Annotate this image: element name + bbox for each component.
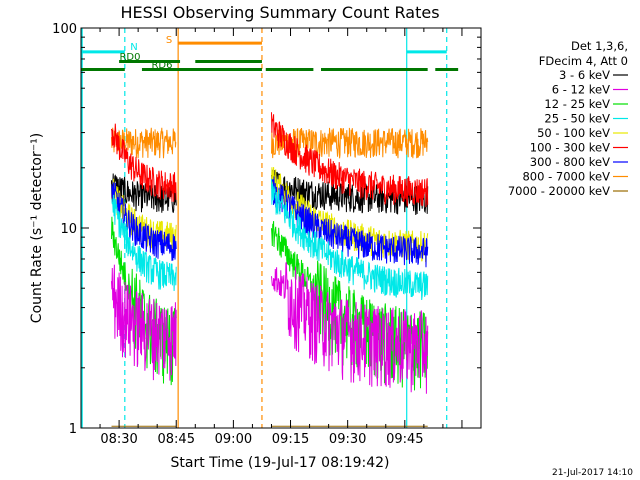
x-tick-label-0930: 09:30 — [329, 432, 366, 447]
footer-date: 21-Jul-2017 14:10 — [552, 468, 633, 478]
x-tick-label-0845: 08:45 — [158, 432, 195, 447]
legend-entry-5: 100 - 300 keV — [530, 141, 610, 155]
data-series — [111, 112, 429, 427]
legend-entry-0: 3 - 6 keV — [559, 68, 610, 82]
flag-label-rd0: RD0 — [119, 52, 140, 63]
series-line-5-segment-2 — [271, 112, 429, 208]
legend-entry-1: 6 - 12 keV — [552, 83, 610, 97]
x-tick-label-0945: 09:45 — [386, 432, 423, 447]
series-line-5-segment-1 — [111, 123, 177, 202]
series-line-3-segment-1 — [111, 194, 177, 292]
flag-label-n: N — [130, 42, 137, 53]
legend-entry-6: 300 - 800 keV — [530, 155, 610, 169]
series-line-1-segment-2 — [271, 262, 429, 394]
y-tick-label-10: 10 — [60, 222, 77, 237]
legend-entry-7: 800 - 7000 keV — [522, 170, 610, 184]
series-line-6-segment-1 — [111, 182, 177, 261]
y-tick-label-100: 100 — [52, 22, 77, 37]
flag-label-rd6: RD6 — [151, 60, 172, 71]
series-line-1-segment-1 — [111, 264, 177, 381]
legend-entry-3: 25 - 50 keV — [544, 112, 610, 126]
legend-header-line-2: FDecim 4, Att 0 — [539, 54, 628, 68]
legend-entry-8: 7000 - 20000 keV — [508, 184, 610, 198]
flag-label-s: S — [166, 35, 172, 46]
legend-entry-4: 50 - 100 keV — [537, 126, 610, 140]
series-line-7-segment-1 — [111, 127, 177, 159]
x-tick-label-0900: 09:00 — [215, 432, 252, 447]
series-line-3-segment-2 — [271, 178, 429, 301]
series-line-7-segment-2 — [271, 127, 429, 159]
legend-entry-2: 12 - 25 keV — [544, 97, 610, 111]
series-line-4-segment-1 — [111, 178, 177, 252]
legend-header-line-1: Det 1,3,6, — [571, 39, 628, 53]
x-axis-label: Start Time (19-Jul-17 08:19:42) — [170, 455, 389, 471]
series-line-0-segment-1 — [111, 173, 177, 214]
chart-title: HESSI Observing Summary Count Rates — [120, 3, 439, 22]
y-axis-label: Count Rate (s⁻¹ detector⁻¹) — [29, 133, 45, 323]
axes: 1 10 100 08:30 08:45 09:00 09:15 09:30 09:45 — [52, 22, 482, 447]
x-tick-label-0830: 08:30 — [100, 432, 137, 447]
y-tick-label-1: 1 — [69, 422, 77, 437]
x-tick-label-0915: 09:15 — [272, 432, 309, 447]
status-flags: N S RD0 RD6 — [81, 35, 459, 72]
